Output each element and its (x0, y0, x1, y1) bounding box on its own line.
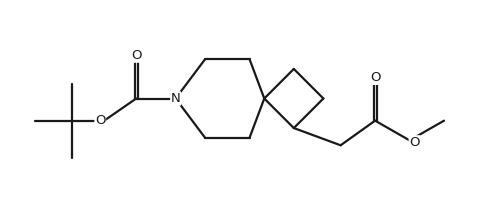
Text: O: O (95, 114, 105, 127)
Text: O: O (370, 71, 380, 84)
Text: O: O (409, 136, 420, 149)
Text: O: O (131, 49, 142, 62)
Text: N: N (171, 92, 181, 105)
